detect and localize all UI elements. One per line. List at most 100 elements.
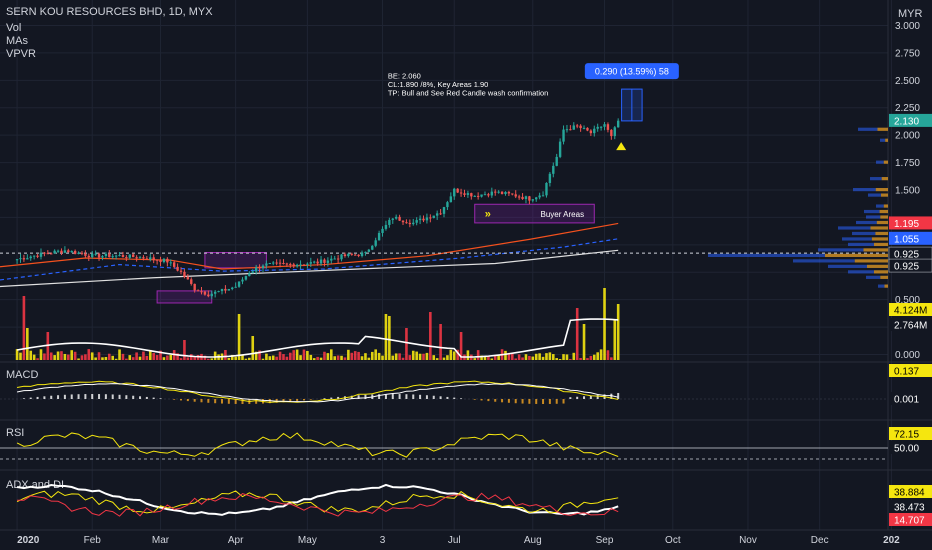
macd-histogram-bar — [453, 397, 456, 399]
candle-body — [162, 258, 166, 263]
volume-bar — [429, 312, 432, 360]
macd-histogram-bar — [180, 399, 183, 401]
price-tick-label: 1.750 — [895, 158, 920, 169]
candle-body — [494, 191, 497, 193]
macd-histogram-bar — [186, 399, 189, 402]
volume-bar — [26, 328, 29, 360]
volume-bar — [166, 355, 169, 360]
volume-bar — [350, 352, 354, 360]
candle-body — [309, 262, 312, 264]
panel-badge-label: 0.137 — [894, 367, 919, 378]
vpvr-row-down — [863, 248, 888, 252]
volume-bar — [435, 358, 439, 360]
macd-histogram-bar — [193, 399, 196, 402]
volume-bar — [107, 353, 111, 360]
macd-histogram-bar — [309, 399, 312, 400]
candle-body — [193, 283, 196, 291]
macd-histogram-bar — [487, 399, 490, 402]
candle-body — [610, 129, 613, 137]
candle-body — [142, 257, 145, 259]
macd-histogram-bar — [207, 399, 210, 403]
macd-histogram-bar — [501, 399, 504, 403]
volume-bar — [579, 358, 582, 360]
candle-body — [22, 258, 26, 260]
candle-body — [26, 258, 29, 260]
macd-histogram-bar — [460, 398, 463, 399]
candle-body — [29, 256, 32, 259]
candle-body — [596, 126, 599, 129]
axes: 3.000 2.750 2.500 2.250 2.000 1.750 1.500 0.500… — [17, 21, 932, 546]
volume-bar — [357, 351, 360, 360]
vpvr-row-up — [864, 209, 880, 214]
legend-mas[interactable]: MAs — [6, 35, 29, 47]
candle-body — [261, 265, 265, 269]
candle-body — [418, 218, 422, 221]
volume-bar — [224, 349, 227, 360]
volume-bar — [388, 316, 391, 360]
macd-histogram-bar — [234, 399, 237, 404]
volume-bar — [162, 357, 166, 360]
candle-body — [155, 259, 159, 261]
candle-body — [531, 199, 534, 201]
volume-bar — [292, 350, 296, 360]
price-tick-label: 2.750 — [895, 48, 920, 59]
volume-bar — [374, 349, 377, 360]
volume-bar — [599, 349, 603, 360]
panel-title-rsi: RSI — [6, 427, 24, 439]
candle-body — [91, 253, 94, 258]
volume-bar — [364, 353, 367, 360]
candle-body — [176, 266, 179, 271]
candle-body — [541, 195, 545, 197]
zones: » Buyer Areas — [156, 203, 595, 304]
candle-body — [593, 128, 596, 134]
vpvr-row-up — [870, 177, 882, 181]
macd-histogram-bar — [77, 394, 80, 399]
volume-bar — [381, 355, 384, 360]
candle-body — [220, 288, 224, 292]
macd-histogram-bar — [152, 397, 155, 399]
volume-bar — [186, 357, 190, 360]
candle-body — [43, 252, 46, 254]
macd-histogram-bar — [63, 394, 66, 399]
volume-bar — [207, 358, 210, 360]
vpvr-row-up — [793, 259, 855, 263]
macd-histogram-bar — [617, 392, 620, 399]
macd-histogram-bar — [425, 395, 428, 399]
volume-profile — [708, 127, 888, 288]
price-badge — [889, 113, 932, 127]
vpvr-row-up — [828, 264, 867, 268]
legend-vpvr[interactable]: VPVR — [6, 48, 36, 60]
volume-bar — [572, 352, 576, 360]
legend-vol[interactable]: Vol — [6, 22, 21, 34]
volume-bar — [248, 357, 251, 360]
candle-body — [313, 261, 316, 263]
volume-bar — [148, 349, 152, 360]
volume-bar — [60, 351, 63, 360]
macd-histogram-bar — [378, 394, 381, 399]
macd-signal-line — [16, 383, 619, 403]
currency-label: MYR — [898, 8, 923, 20]
macd-histogram-bar — [50, 395, 53, 399]
candle-body — [613, 127, 616, 137]
volume-bar — [432, 355, 436, 360]
candle-body — [200, 291, 203, 293]
volume-bar — [377, 352, 381, 360]
volume-bar — [282, 354, 285, 360]
candle-body — [606, 124, 610, 130]
candle-body — [470, 193, 473, 197]
volume-bar — [459, 332, 463, 360]
adx-line — [16, 483, 619, 516]
candle-body — [152, 257, 155, 260]
candle-body — [234, 286, 237, 288]
volume-bar — [538, 353, 541, 360]
macd-histogram-bar — [610, 393, 613, 399]
volume-bar — [306, 350, 309, 360]
candle-body — [572, 125, 575, 130]
panel-title-macd: MACD — [6, 369, 38, 381]
volume-bar — [63, 353, 67, 360]
volume-bar — [415, 351, 418, 360]
volume-bar — [101, 357, 104, 360]
candle-body — [15, 259, 19, 261]
panel-badge — [889, 513, 932, 526]
